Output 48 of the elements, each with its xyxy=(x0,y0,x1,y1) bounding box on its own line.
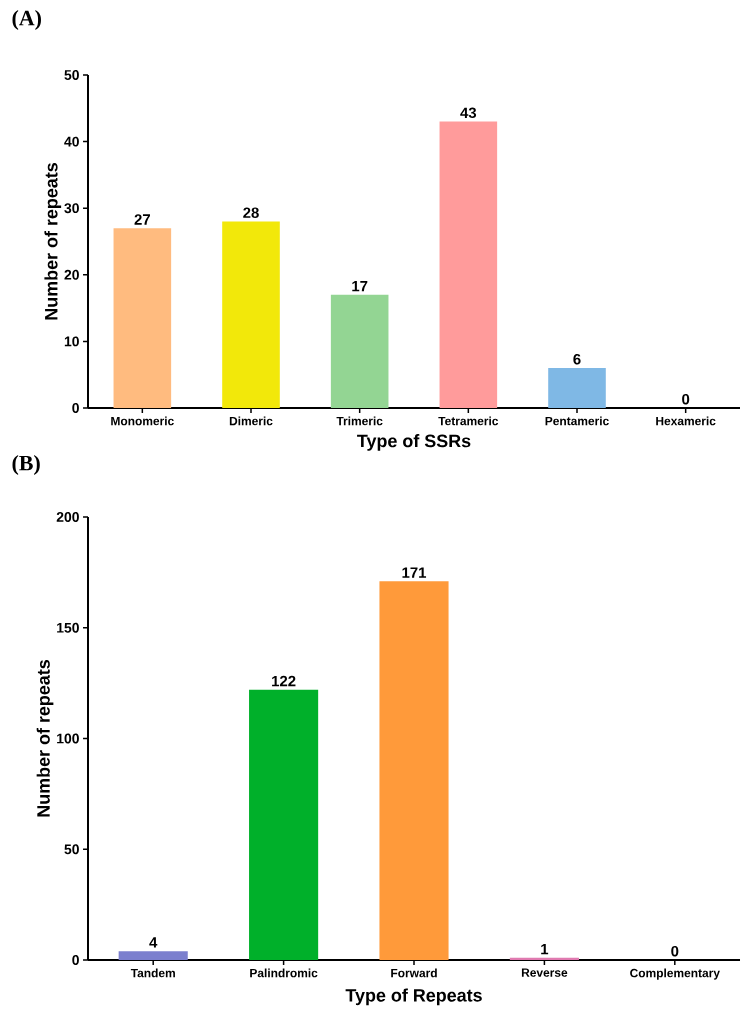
y-axis-title: Number of repeats xyxy=(36,660,54,817)
y-tick-label: 0 xyxy=(72,403,79,413)
bar xyxy=(222,221,280,408)
x-tick-label: Tandem xyxy=(130,968,175,978)
chart-title: (B) xyxy=(12,455,40,475)
bar xyxy=(330,294,389,408)
y-axis-title: Number of repeats xyxy=(44,163,62,320)
y-tick-label: 50 xyxy=(64,844,79,855)
bar xyxy=(439,121,498,408)
y-tick-label: 10 xyxy=(64,336,79,347)
y-tick-label: 200 xyxy=(56,512,79,522)
bar xyxy=(118,951,188,960)
chart-title: (A) xyxy=(12,10,41,30)
bar xyxy=(509,957,579,960)
bar xyxy=(548,368,606,408)
data-label: 17 xyxy=(352,280,368,292)
y-tick-label: 20 xyxy=(64,269,79,280)
y-tick-label: 150 xyxy=(57,622,79,633)
bar xyxy=(249,689,319,960)
x-tick-label: Hexameric xyxy=(656,416,716,426)
x-tick-label: Dimeric xyxy=(229,416,273,426)
data-label: 0 xyxy=(682,393,690,405)
data-label: 122 xyxy=(272,675,296,687)
data-label: 6 xyxy=(573,353,581,365)
x-tick-label: Complementary xyxy=(630,968,720,980)
y-tick-label: 50 xyxy=(64,70,79,80)
x-tick-label: Reverse xyxy=(521,968,568,977)
data-label: 0 xyxy=(671,945,679,957)
y-tick-label: 40 xyxy=(64,136,79,147)
data-label: 1 xyxy=(541,943,549,955)
x-tick-label: Tetrameric xyxy=(438,416,499,426)
data-label: 43 xyxy=(460,107,477,119)
x-tick-label: Palindromic xyxy=(250,968,318,978)
y-tick-label: 0 xyxy=(72,955,79,965)
y-tick-label: 30 xyxy=(64,203,79,214)
data-label: 27 xyxy=(134,214,150,225)
data-label: 171 xyxy=(402,567,427,578)
bar xyxy=(379,581,449,960)
x-axis-title: Type of SSRs xyxy=(357,434,471,451)
x-tick-label: Pentameric xyxy=(545,416,609,426)
x-axis-title: Type of Repeats xyxy=(345,988,482,1006)
x-tick-label: Forward xyxy=(391,968,437,978)
bar xyxy=(113,228,172,408)
data-label: 4 xyxy=(149,937,158,948)
x-tick-label: Monomeric xyxy=(111,416,174,426)
y-tick-label: 100 xyxy=(57,733,79,744)
x-tick-label: Trimeric xyxy=(336,416,383,426)
data-label: 28 xyxy=(243,207,259,218)
